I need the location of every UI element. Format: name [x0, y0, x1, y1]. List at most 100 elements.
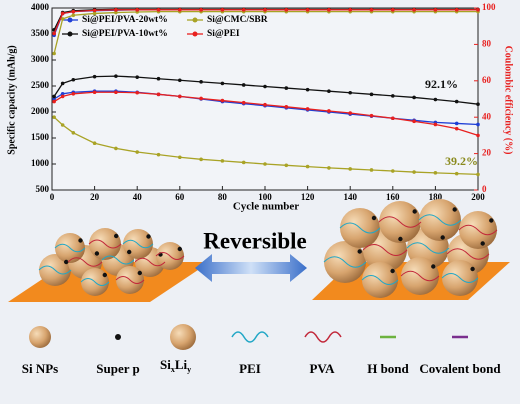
point — [135, 75, 139, 79]
point — [92, 90, 97, 95]
point — [220, 159, 225, 163]
x-tick-label: 40 — [133, 192, 143, 202]
y-tick-label: 2500 — [31, 80, 50, 90]
point — [433, 97, 438, 102]
label-part: x — [171, 365, 175, 374]
legend-marker — [67, 17, 73, 23]
plot-area — [51, 7, 479, 191]
point — [178, 155, 182, 160]
schematic-label: H bond — [367, 361, 409, 376]
point — [92, 11, 97, 16]
point — [241, 8, 246, 12]
legend-label: Si@PEI/PVA-20wt% — [82, 15, 168, 25]
point — [433, 8, 438, 12]
binder — [361, 275, 399, 285]
x-tick-label: 20 — [90, 192, 100, 202]
carbon — [489, 218, 494, 223]
binder — [362, 244, 408, 256]
point — [52, 51, 56, 56]
point — [391, 169, 395, 173]
series-line — [53, 75, 479, 105]
point — [284, 105, 289, 109]
carbon — [177, 246, 182, 252]
point — [220, 98, 225, 103]
carbon — [398, 236, 403, 242]
schematic-title: Reversible — [203, 228, 306, 253]
binder — [155, 252, 185, 260]
point — [241, 83, 246, 87]
carbon — [137, 270, 142, 276]
point — [476, 172, 480, 177]
point — [454, 171, 459, 176]
point — [454, 121, 459, 126]
point — [412, 95, 416, 100]
point — [476, 122, 480, 127]
point — [284, 163, 289, 168]
binder — [458, 224, 498, 236]
point — [199, 80, 203, 84]
point — [114, 74, 118, 78]
point — [305, 87, 310, 92]
point — [241, 100, 246, 105]
point — [156, 8, 161, 12]
point — [71, 9, 76, 14]
point — [135, 90, 139, 95]
point — [241, 160, 246, 165]
point — [156, 152, 161, 157]
x-tick-label: 0 — [50, 192, 55, 202]
label-part: Li — [175, 357, 188, 372]
point — [412, 170, 416, 174]
series-line — [53, 10, 478, 54]
y-axis-label: Specific capacity (mAh/g) — [6, 45, 17, 154]
schematic-label: Covalent bond — [419, 361, 501, 376]
point — [305, 164, 310, 169]
carbon — [440, 235, 445, 240]
point — [199, 157, 203, 162]
binder — [88, 239, 122, 249]
point — [114, 8, 118, 12]
series-line — [53, 91, 479, 137]
y2-axis-label: Coulombic efficiency (%) — [503, 46, 514, 155]
carbon — [412, 209, 417, 214]
carbon — [390, 268, 395, 274]
point — [92, 141, 97, 145]
carbon — [480, 241, 485, 246]
point — [369, 8, 374, 12]
legend-marker — [192, 31, 198, 37]
point — [220, 81, 225, 86]
point — [52, 99, 56, 104]
point — [263, 8, 267, 12]
point — [369, 168, 374, 172]
carbon — [114, 233, 119, 239]
y2-tick-label: 80 — [482, 38, 492, 48]
point — [199, 8, 203, 12]
binder — [67, 257, 103, 267]
carbon — [452, 207, 457, 212]
x-tick-label: 140 — [343, 192, 357, 202]
binder — [54, 243, 86, 253]
point — [263, 102, 267, 107]
x-tick-label: 180 — [429, 192, 443, 202]
point — [114, 90, 118, 95]
point — [454, 99, 459, 104]
point — [71, 13, 76, 18]
binder — [134, 257, 166, 267]
point — [433, 171, 438, 175]
point — [348, 90, 353, 95]
point — [391, 116, 395, 121]
icon — [170, 324, 196, 350]
point — [60, 17, 65, 21]
label-part: y — [187, 365, 191, 374]
y-tick-label: 1000 — [31, 158, 50, 168]
y2-tick-label: 0 — [482, 184, 487, 194]
point — [135, 8, 139, 12]
point — [220, 8, 225, 12]
point — [433, 122, 438, 127]
point — [156, 76, 161, 81]
point — [305, 107, 310, 111]
y-tick-label: 3000 — [31, 54, 50, 64]
y2-tick-label: 60 — [482, 75, 492, 85]
x-tick-label: 80 — [218, 192, 228, 202]
x-tick-label: 160 — [386, 192, 400, 202]
point — [348, 167, 353, 171]
